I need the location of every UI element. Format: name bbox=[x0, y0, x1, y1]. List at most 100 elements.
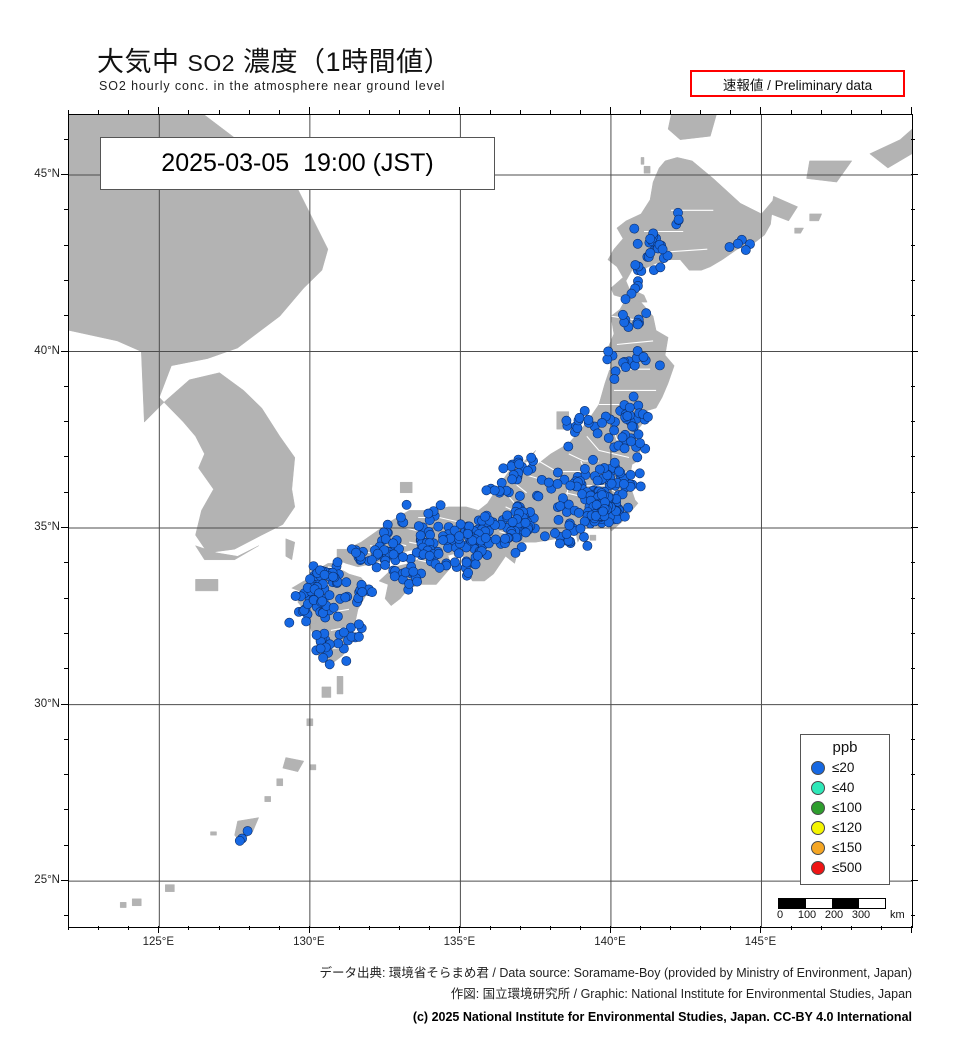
station-point[interactable] bbox=[623, 502, 633, 513]
station-point[interactable] bbox=[603, 346, 614, 357]
station-point[interactable] bbox=[622, 411, 633, 421]
station-point[interactable] bbox=[353, 631, 364, 642]
station-point[interactable] bbox=[582, 540, 593, 551]
station-point[interactable] bbox=[234, 835, 245, 846]
station-point[interactable] bbox=[555, 501, 566, 511]
station-point[interactable] bbox=[641, 308, 652, 319]
station-point[interactable] bbox=[398, 552, 408, 562]
station-point[interactable] bbox=[481, 485, 492, 496]
station-point[interactable] bbox=[594, 464, 605, 475]
station-point[interactable] bbox=[328, 571, 338, 582]
station-point[interactable] bbox=[412, 576, 422, 587]
legend-item-1[interactable]: ≤40 bbox=[806, 778, 884, 798]
station-point[interactable] bbox=[496, 477, 507, 488]
station-point[interactable] bbox=[453, 548, 464, 559]
station-point[interactable] bbox=[564, 520, 575, 531]
station-point[interactable] bbox=[351, 547, 361, 558]
station-point[interactable] bbox=[628, 391, 639, 402]
station-point[interactable] bbox=[507, 517, 518, 527]
station-point[interactable] bbox=[462, 528, 473, 539]
station-point[interactable] bbox=[579, 516, 590, 527]
station-point[interactable] bbox=[338, 627, 349, 638]
station-point[interactable] bbox=[573, 507, 584, 518]
station-point[interactable] bbox=[590, 511, 601, 521]
station-point[interactable] bbox=[561, 415, 572, 426]
station-point[interactable] bbox=[592, 428, 603, 439]
station-point[interactable] bbox=[606, 478, 617, 489]
station-point[interactable] bbox=[632, 238, 643, 249]
station-point[interactable] bbox=[552, 478, 563, 489]
station-point[interactable] bbox=[634, 468, 645, 479]
station-point[interactable] bbox=[565, 480, 576, 491]
station-point[interactable] bbox=[632, 346, 643, 356]
station-point[interactable] bbox=[522, 465, 533, 476]
station-point[interactable] bbox=[380, 534, 391, 544]
legend-item-5[interactable]: ≤500 bbox=[806, 858, 884, 878]
map-plot-area[interactable]: 2025-03-05 19:00 (JST) ppb ≤20 ≤40 ≤100 ≤12… bbox=[68, 114, 913, 928]
station-point[interactable] bbox=[614, 466, 624, 477]
station-point[interactable] bbox=[301, 616, 311, 627]
station-point[interactable] bbox=[609, 425, 619, 436]
station-point[interactable] bbox=[401, 499, 412, 510]
station-point[interactable] bbox=[395, 512, 406, 523]
station-point[interactable] bbox=[332, 557, 343, 568]
station-point[interactable] bbox=[520, 527, 531, 538]
station-point[interactable] bbox=[643, 411, 653, 422]
station-point[interactable] bbox=[415, 530, 426, 541]
station-point[interactable] bbox=[645, 247, 656, 258]
station-point[interactable] bbox=[317, 596, 328, 607]
station-point[interactable] bbox=[740, 245, 751, 255]
station-point[interactable] bbox=[563, 441, 574, 452]
station-point[interactable] bbox=[655, 262, 666, 273]
station-point[interactable] bbox=[470, 559, 481, 570]
station-point[interactable] bbox=[341, 577, 352, 588]
station-point[interactable] bbox=[620, 511, 630, 522]
station-point[interactable] bbox=[609, 457, 620, 468]
station-point[interactable] bbox=[633, 429, 644, 440]
station-point[interactable] bbox=[423, 508, 434, 519]
station-point[interactable] bbox=[597, 417, 607, 428]
station-point[interactable] bbox=[579, 532, 589, 542]
station-point[interactable] bbox=[514, 459, 525, 469]
station-point[interactable] bbox=[284, 617, 295, 628]
station-point[interactable] bbox=[332, 611, 343, 622]
station-point[interactable] bbox=[632, 452, 643, 463]
station-point[interactable] bbox=[502, 510, 513, 521]
legend-item-2[interactable]: ≤100 bbox=[806, 798, 884, 818]
station-point[interactable] bbox=[480, 511, 490, 522]
station-point[interactable] bbox=[630, 260, 641, 270]
station-point[interactable] bbox=[575, 523, 586, 534]
station-point[interactable] bbox=[574, 412, 585, 423]
station-point[interactable] bbox=[480, 532, 491, 543]
station-point[interactable] bbox=[554, 538, 565, 549]
station-point[interactable] bbox=[388, 538, 398, 549]
station-point[interactable] bbox=[324, 590, 335, 601]
legend-item-3[interactable]: ≤120 bbox=[806, 818, 884, 838]
station-point[interactable] bbox=[424, 550, 435, 561]
station-point[interactable] bbox=[533, 491, 544, 502]
station-point[interactable] bbox=[507, 474, 517, 485]
station-point[interactable] bbox=[561, 529, 572, 539]
station-point[interactable] bbox=[635, 438, 645, 448]
station-point[interactable] bbox=[514, 491, 525, 501]
station-point[interactable] bbox=[366, 555, 377, 565]
station-point[interactable] bbox=[553, 514, 564, 525]
station-point[interactable] bbox=[609, 374, 620, 384]
station-point[interactable] bbox=[629, 223, 640, 234]
station-point[interactable] bbox=[625, 469, 636, 480]
station-point[interactable] bbox=[588, 454, 598, 465]
station-point[interactable] bbox=[598, 506, 608, 517]
station-point[interactable] bbox=[619, 478, 629, 489]
station-point[interactable] bbox=[603, 433, 614, 443]
station-point[interactable] bbox=[580, 463, 590, 474]
station-point[interactable] bbox=[657, 244, 668, 255]
station-point[interactable] bbox=[579, 405, 590, 416]
station-point[interactable] bbox=[311, 630, 322, 640]
station-point[interactable] bbox=[435, 500, 446, 511]
station-point[interactable] bbox=[388, 549, 399, 560]
station-point[interactable] bbox=[655, 360, 665, 371]
station-point[interactable] bbox=[624, 402, 635, 413]
station-point[interactable] bbox=[673, 214, 684, 225]
station-point[interactable] bbox=[620, 362, 631, 372]
station-point[interactable] bbox=[454, 531, 465, 542]
